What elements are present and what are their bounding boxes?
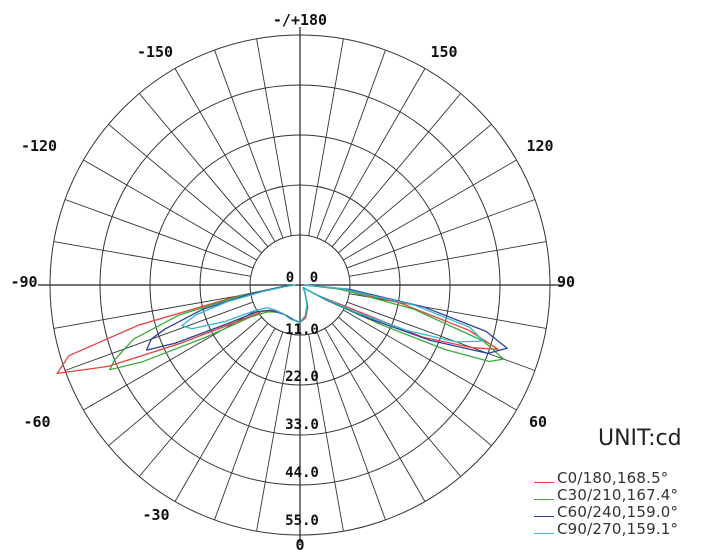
grid-spoke-20 [316, 331, 386, 521]
angle-label-neg120: -120 [21, 137, 57, 155]
unit-label: UNIT:cd [598, 426, 682, 451]
grid-spoke-330 [174, 328, 276, 502]
legend-swatch-c90 [534, 533, 554, 534]
grid-spoke-300 [83, 309, 257, 411]
angle-label-150: 150 [430, 43, 457, 61]
grid-spoke-100 [349, 241, 547, 277]
grid-spoke-290 [64, 301, 254, 371]
grid-spoke-260 [53, 241, 251, 277]
grid-spoke-210 [174, 68, 276, 242]
ring-label-33: 33.0 [285, 417, 319, 433]
grid-spoke-170 [308, 38, 344, 236]
legend-item-c0: C0/180,168.5° [534, 468, 710, 487]
grid-spoke-110 [346, 199, 536, 269]
legend-label-c90: C90/270,159.1° [557, 519, 679, 538]
legend-swatch-c30 [534, 499, 554, 500]
angle-label-90: 90 [557, 273, 575, 291]
ring-label-22: 22.0 [285, 369, 319, 385]
grid-spoke-60 [343, 309, 517, 411]
grid-spoke-280 [53, 293, 251, 329]
legend: C0/180,168.5° C30/210,167.4° C60/240,159… [534, 468, 710, 538]
grid-spoke-40 [331, 323, 462, 477]
grid-spoke-340 [214, 331, 284, 521]
grid-spoke-190 [256, 38, 292, 236]
grid-spoke-140 [331, 93, 462, 247]
ring-label-11: 11.0 [285, 322, 319, 338]
grid-spoke-240 [83, 159, 257, 261]
polar-labels: -/+180 150 120 90 60 -30 0 -60 -90 -120 … [10, 11, 575, 554]
grid-spoke-10 [308, 334, 344, 532]
center-label-right: 0 [310, 270, 318, 286]
angle-label-180: -/+180 [273, 11, 327, 29]
legend-label-c30: C30/210,167.4° [557, 485, 679, 504]
grid-spoke-30 [324, 328, 426, 502]
polar-grid [38, 27, 562, 543]
angle-label-neg150: -150 [137, 43, 173, 61]
series-line-4 [181, 284, 484, 343]
legend-label-c0: C0/180,168.5° [557, 468, 669, 487]
grid-spoke-230 [108, 123, 262, 254]
grid-spoke-220 [138, 93, 269, 247]
grid-spoke-70 [346, 301, 536, 371]
grid-spoke-50 [338, 316, 492, 447]
center-label-left: 0 [286, 270, 294, 286]
grid-spoke-350 [256, 334, 292, 532]
grid-spoke-310 [108, 316, 262, 447]
grid-spoke-250 [64, 199, 254, 269]
grid-spoke-120 [343, 159, 517, 261]
angle-label-60: 60 [529, 413, 547, 431]
polar-series [56, 284, 508, 375]
angle-label-neg60: -60 [23, 413, 50, 431]
ring-label-44: 44.0 [285, 465, 319, 481]
ring-label-55: 55.0 [285, 513, 319, 529]
angle-label-0: 0 [295, 536, 304, 554]
grid-spoke-150 [324, 68, 426, 242]
legend-swatch-c0 [534, 482, 554, 483]
grid-spoke-80 [349, 293, 547, 329]
grid-spoke-200 [214, 49, 284, 239]
angle-label-neg30: -30 [142, 506, 169, 524]
legend-item-c90: C90/270,159.1° [534, 519, 710, 538]
legend-item-c30: C30/210,167.4° [534, 485, 710, 504]
legend-label-c60: C60/240,159.0° [557, 502, 679, 521]
grid-spoke-320 [138, 323, 269, 477]
angle-label-120: 120 [526, 137, 553, 155]
legend-item-c60: C60/240,159.0° [534, 502, 710, 521]
legend-swatch-c60 [534, 516, 554, 517]
angle-label-neg90: -90 [10, 273, 37, 291]
grid-spoke-160 [316, 49, 386, 239]
grid-spoke-130 [338, 123, 492, 254]
